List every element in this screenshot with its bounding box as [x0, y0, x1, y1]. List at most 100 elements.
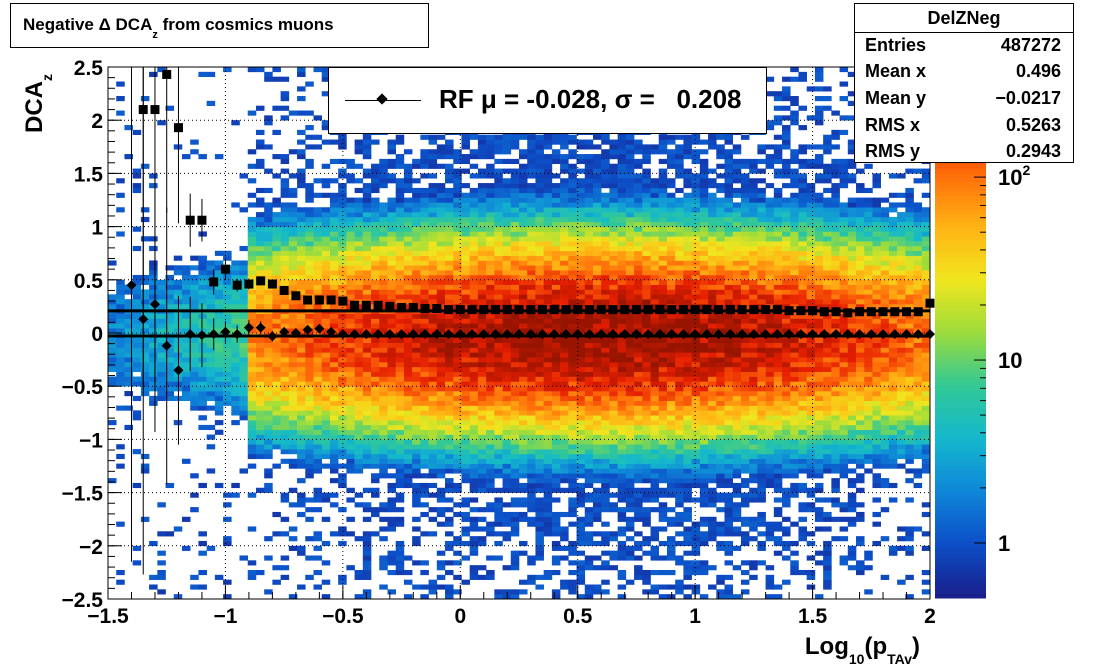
heatmap-cell [149, 289, 158, 295]
heatmap-cell [288, 424, 298, 431]
heatmap-cell [214, 362, 224, 368]
heatmap-cell [477, 405, 487, 411]
heatmap-cell [346, 565, 355, 571]
heatmap-cell [683, 386, 692, 392]
heatmap-cell [288, 231, 298, 237]
heatmap-cell [445, 594, 454, 599]
heatmap-cell [453, 381, 462, 387]
heatmap-cell [379, 265, 388, 271]
heatmap-cell [477, 192, 487, 198]
heatmap-cell [264, 221, 273, 227]
heatmap-cell [576, 323, 586, 329]
heatmap-cell [551, 231, 561, 237]
heatmap-cell [592, 323, 602, 329]
heatmap-cell [198, 279, 207, 285]
heatmap-cell [617, 449, 627, 455]
heatmap-cell [313, 405, 323, 411]
heatmap-cell [165, 279, 175, 285]
heatmap-cell [510, 511, 520, 518]
heatmap-cell [387, 202, 396, 208]
heatmap-cell [395, 434, 405, 440]
heatmap-cell [247, 67, 257, 73]
heatmap-cell [666, 299, 676, 305]
heatmap-cell [420, 569, 429, 576]
heatmap-cell [371, 410, 380, 416]
heatmap-cell [445, 395, 454, 402]
heatmap-cell [157, 120, 166, 126]
heatmap-cell [535, 284, 544, 290]
heatmap-cell [362, 284, 372, 290]
heatmap-cell [666, 192, 676, 198]
heatmap-cell [239, 303, 249, 310]
heatmap-cell [658, 299, 668, 305]
heatmap-cell [642, 362, 651, 368]
heatmap-cell [642, 299, 651, 305]
heatmap-cell [305, 260, 314, 266]
heatmap-cell [124, 424, 133, 431]
heatmap-cell [535, 207, 544, 213]
heatmap-cell [527, 318, 536, 324]
heatmap-cell [617, 482, 627, 489]
heatmap-cell [576, 158, 586, 165]
heatmap-cell [675, 473, 684, 479]
heatmap-cell [395, 386, 405, 392]
heatmap-cell [445, 463, 454, 469]
heatmap-cell [494, 410, 503, 416]
heatmap-cell [264, 405, 273, 411]
heatmap-cell [297, 86, 306, 92]
heatmap-cell [486, 386, 495, 392]
heatmap-cell [568, 241, 577, 247]
heatmap-cell [305, 245, 314, 252]
heatmap-cell [297, 303, 306, 310]
heatmap-cell [329, 323, 339, 329]
heatmap-cell [584, 236, 594, 242]
heatmap-cell [617, 569, 627, 576]
heatmap-cell [494, 318, 503, 324]
heatmap-cell [617, 337, 627, 343]
heatmap-cell [535, 424, 544, 431]
heatmap-cell [625, 216, 635, 223]
heatmap-cell [264, 415, 273, 421]
heatmap-cell [675, 521, 684, 527]
heatmap-cell [519, 168, 528, 174]
heatmap-cell [239, 400, 249, 406]
heatmap-cell [255, 260, 265, 266]
heatmap-cell [445, 154, 454, 160]
heatmap-cell [510, 284, 520, 290]
heatmap-cell [371, 342, 380, 348]
heatmap-cell [288, 381, 298, 387]
heatmap-cell [617, 453, 627, 460]
heatmap-cell [412, 187, 421, 194]
heatmap-cell [510, 429, 520, 435]
heatmap-cell [625, 318, 635, 324]
heatmap-cell [272, 386, 281, 392]
heatmap-cell [461, 516, 470, 522]
heatmap-cell [543, 158, 553, 165]
heatmap-cell [617, 468, 627, 474]
heatmap-cell [198, 376, 207, 382]
heatmap-cell [469, 318, 479, 324]
heatmap-cell [403, 473, 413, 479]
heatmap-cell [502, 415, 512, 421]
heatmap-cell [190, 279, 199, 285]
heatmap-cell [551, 216, 561, 223]
heatmap-cell [634, 289, 643, 295]
heatmap-cell [617, 381, 627, 387]
heatmap-cell [609, 245, 618, 252]
heatmap-cell [650, 569, 660, 576]
heatmap-cell [428, 366, 438, 372]
heatmap-cell [617, 299, 627, 305]
heatmap-cell [527, 376, 536, 382]
heatmap-cell [519, 318, 528, 324]
heatmap-cell [527, 362, 536, 368]
heatmap-cell [543, 478, 553, 484]
heatmap-cell [486, 149, 495, 155]
heatmap-cell [461, 299, 470, 305]
heatmap-cell [519, 270, 528, 276]
heatmap-cell [149, 284, 158, 290]
heatmap-cell [576, 468, 586, 474]
heatmap-cell [255, 303, 265, 310]
heatmap-cell [625, 303, 635, 310]
heatmap-cell [181, 342, 191, 348]
heatmap-cell [617, 439, 627, 445]
